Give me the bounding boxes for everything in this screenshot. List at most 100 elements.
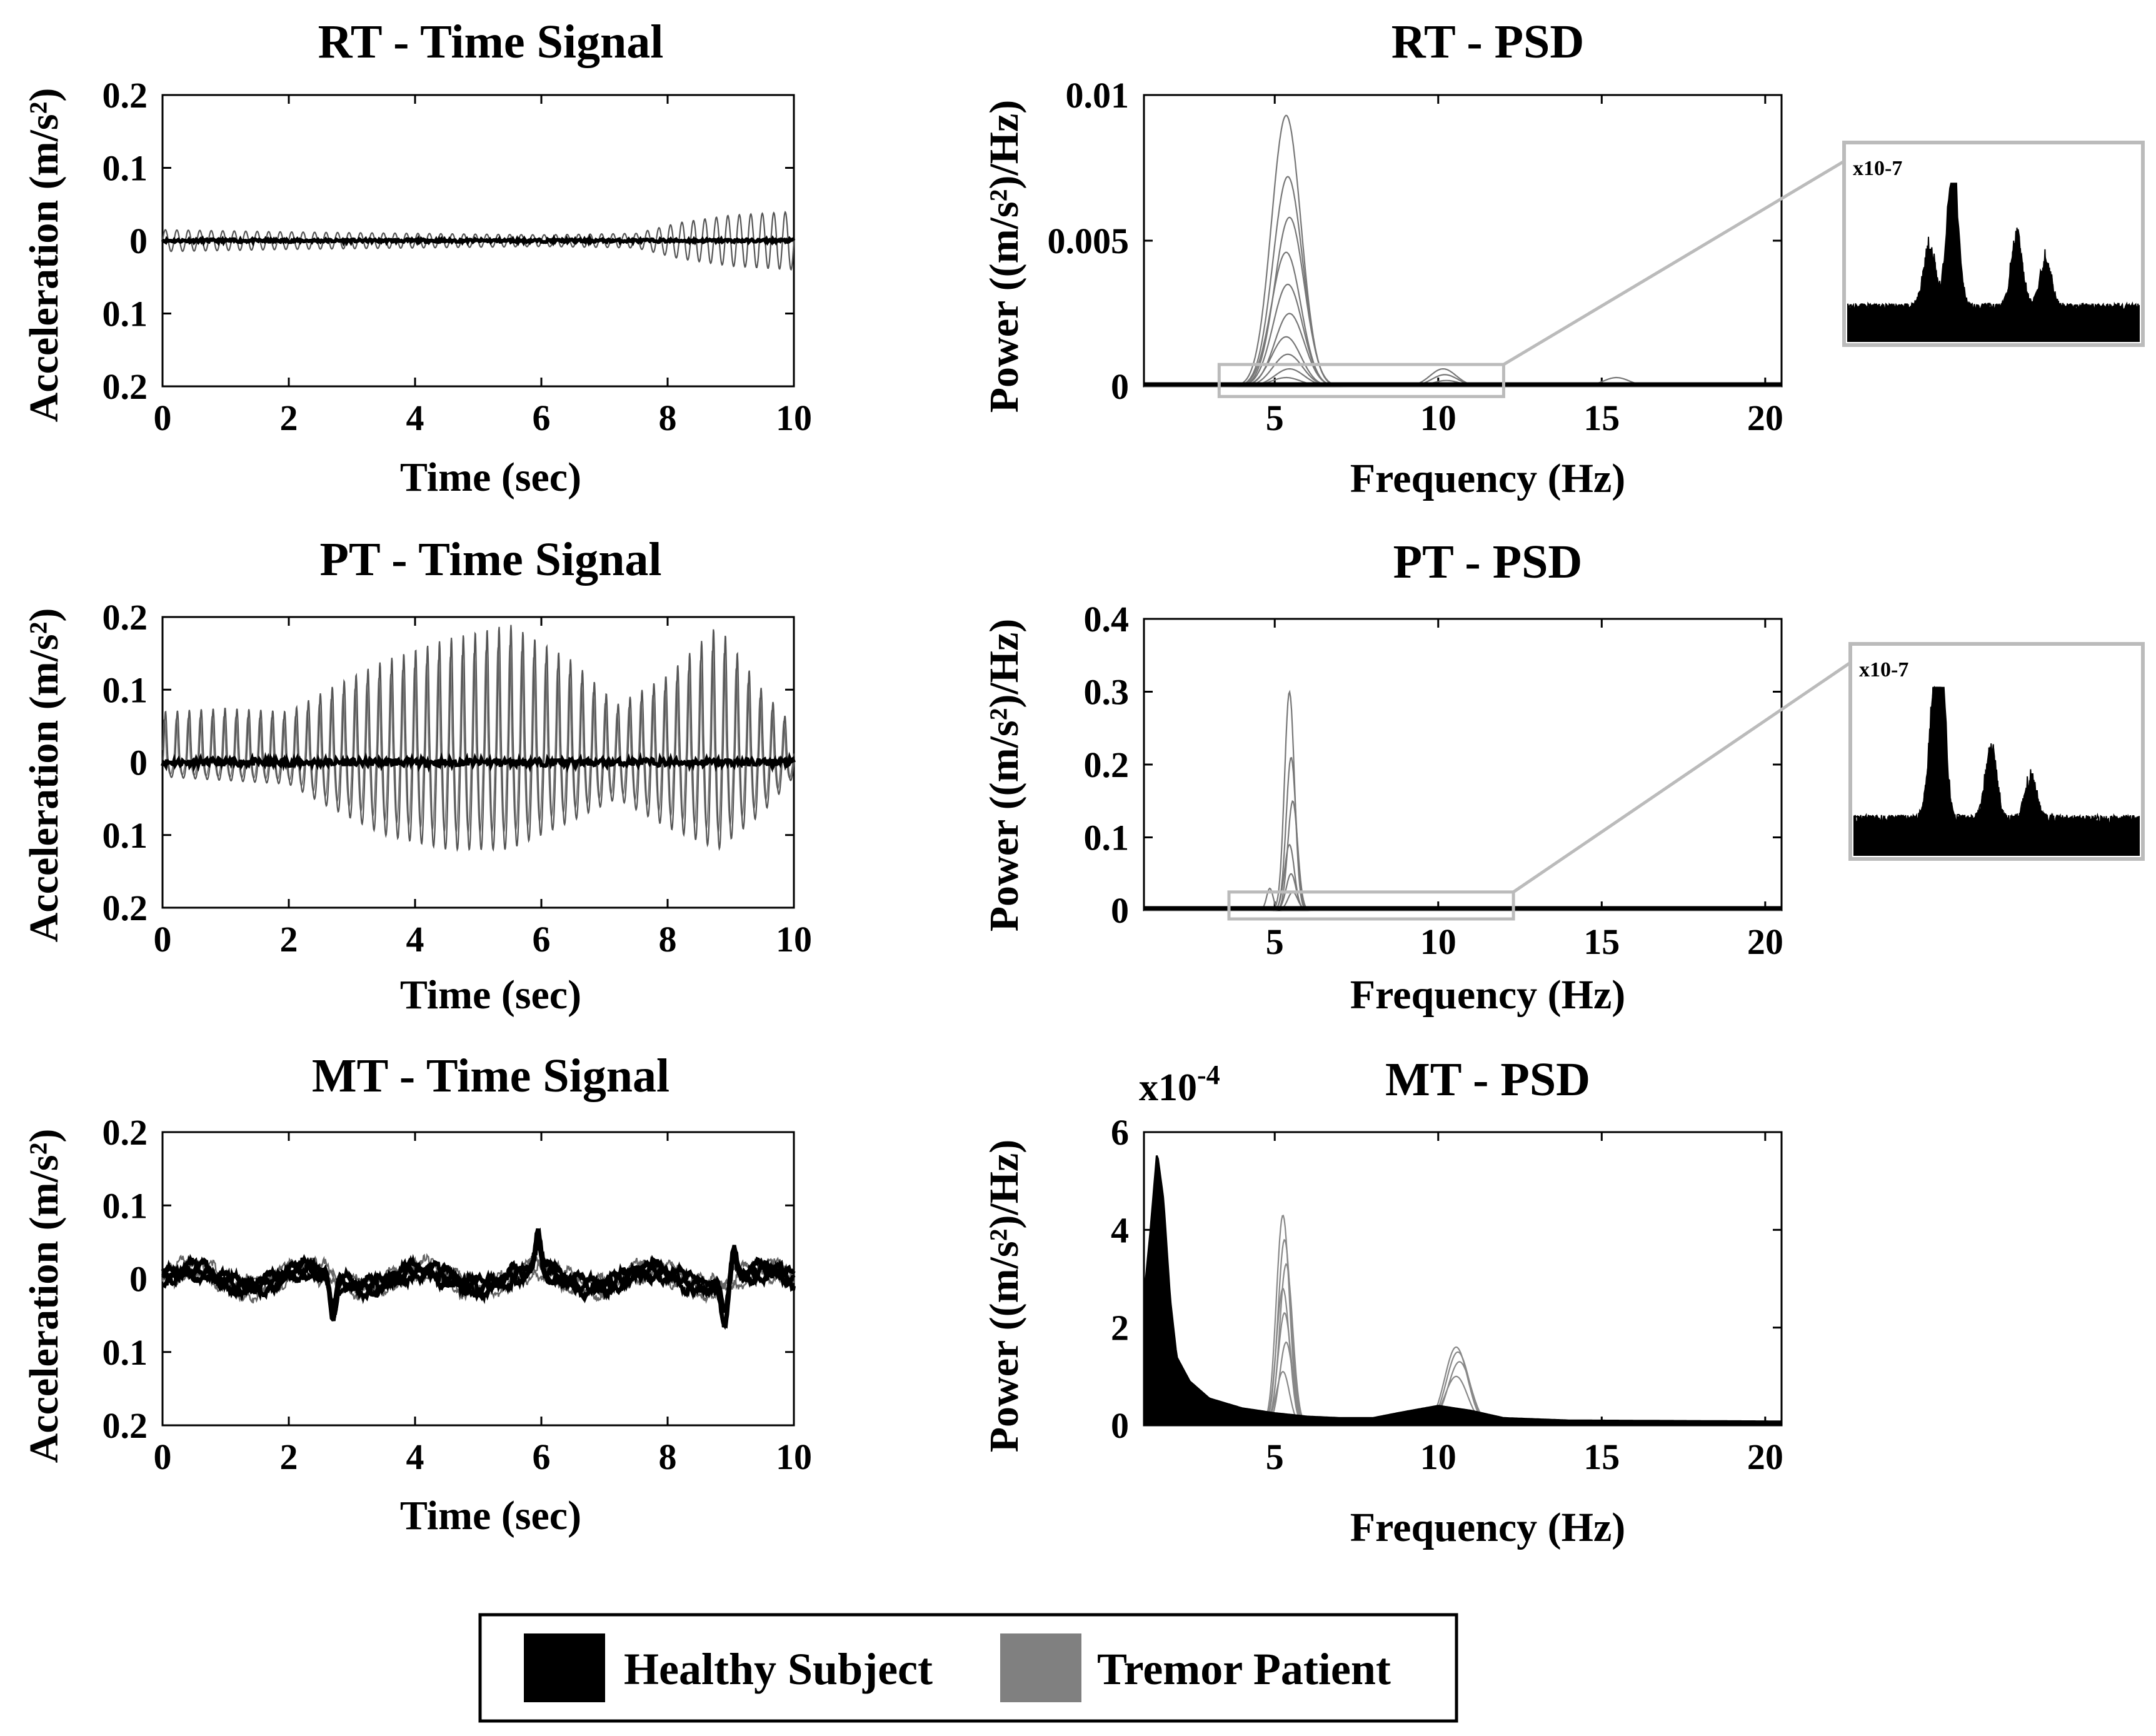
plot-area: 0 2 4 6 8 10 0.2 0.1 0 0.1 0.2 [103, 75, 813, 438]
x-tick-label: 4 [406, 919, 424, 960]
x-tick-label: 10 [776, 919, 812, 960]
y-tick-label: 0 [1111, 1405, 1129, 1446]
inset-trace [1853, 686, 2140, 856]
y-tick-label: 0.3 [1084, 672, 1130, 713]
y-tick-label: 0 [129, 221, 148, 261]
y-tick-label: 0 [129, 1259, 148, 1300]
x-tick-label: 10 [776, 1437, 812, 1477]
y-tick-label: 0.1 [103, 1332, 148, 1373]
zoom-box [1227, 890, 1515, 921]
y-tick-label: 0 [1111, 890, 1129, 931]
zoom-inset: x10-7 [1842, 141, 2145, 347]
zoom-box [1217, 363, 1505, 398]
y-tick-label: 0 [129, 743, 148, 783]
x-tick-label: 15 [1583, 1437, 1620, 1477]
x-tick-label: 15 [1583, 398, 1620, 438]
panel-title: PT - PSD [1393, 536, 1583, 588]
series-group [161, 211, 796, 271]
zoom-inset: x10-7 [1848, 642, 2145, 861]
y-axis-label: Acceleration (m/s²) [21, 608, 67, 943]
series-line-healthy-subject [1143, 1155, 1783, 1427]
legend: Healthy Subject Tremor Patient [478, 1613, 1458, 1723]
y-axis-label: Power ((m/s²)/Hz) [981, 100, 1027, 413]
y-axis-label: Power ((m/s²)/Hz) [981, 619, 1027, 932]
x-tick-label: 4 [406, 398, 424, 438]
legend-swatch-tremor [1000, 1633, 1081, 1702]
inset-trace [1847, 191, 2140, 342]
y-tick-label: 2 [1111, 1308, 1129, 1348]
x-tick-label: 20 [1747, 398, 1783, 438]
panel-title: MT - PSD [1385, 1053, 1590, 1106]
y-tick-label: 0.1 [103, 148, 148, 189]
inset-multiplier: x10-7 [1853, 157, 1902, 180]
panel-pt-psd: PT - PSD 5 10 15 20 0.4 0.3 0.2 0.1 0 Frequency … [981, 536, 2145, 1018]
y-tick-label: 0 [1111, 366, 1129, 407]
legend-label-healthy: Healthy Subject [624, 1644, 933, 1694]
x-tick-label: 8 [659, 919, 677, 960]
x-tick-label: 2 [280, 919, 298, 960]
x-axis-label: Frequency (Hz) [1350, 456, 1626, 501]
x-tick-label: 6 [533, 919, 551, 960]
y-tick-label: 0.4 [1084, 599, 1130, 640]
y-tick-label: 0.1 [103, 1185, 148, 1226]
y-tick-label: 0.2 [103, 888, 148, 928]
plot-area: 0 2 4 6 8 10 0.2 0.1 0 0.1 0.2 [103, 597, 813, 960]
plot-area: 5 10 15 20 0.01 0.005 0 [1048, 75, 1845, 438]
y-tick-label: 0.2 [103, 1405, 148, 1446]
x-tick-label: 5 [1266, 921, 1284, 962]
series-group [1144, 114, 1782, 388]
x-tick-label: 20 [1747, 921, 1783, 962]
y-tick-label: 0.1 [103, 670, 148, 710]
x-axis-label: Time (sec) [400, 1493, 581, 1538]
x-tick-label: 10 [776, 398, 812, 438]
y-axis-label: Acceleration (m/s²) [21, 88, 67, 423]
series-line-tremor-patient [162, 645, 795, 835]
y-tick-label: 0.005 [1048, 221, 1130, 261]
x-axis-label: Frequency (Hz) [1350, 1505, 1626, 1550]
x-tick-label: 10 [1420, 1437, 1457, 1477]
y-tick-label: 0.1 [103, 294, 148, 334]
plot-area: 5 10 15 20 0.4 0.3 0.2 0.1 0 [1084, 599, 1852, 962]
x-tick-label: 0 [154, 919, 172, 960]
inset-multiplier: x10-7 [1859, 658, 1908, 681]
x-tick-label: 10 [1420, 921, 1457, 962]
zoom-connector [1503, 159, 1845, 366]
y-tick-label: 0.2 [1084, 745, 1130, 785]
x-axis-label: Frequency (Hz) [1350, 972, 1626, 1018]
zoom-connector [1512, 661, 1852, 893]
y-axis-label: Power ((m/s²)/Hz) [981, 1140, 1027, 1453]
x-tick-label: 6 [533, 398, 551, 438]
series-line-healthy-subject [161, 1233, 796, 1330]
panel-mt-time: MT - Time Signal 0 2 4 6 8 10 0.2 0.1 0 0.1 0.2 Ti… [21, 1050, 812, 1538]
panel-title: RT - PSD [1391, 16, 1584, 68]
series-group [161, 625, 796, 853]
x-tick-label: 0 [154, 398, 172, 438]
y-multiplier: x10-4 [1139, 1060, 1220, 1109]
plot-area: 0 2 4 6 8 10 0.2 0.1 0 0.1 0.2 [103, 1112, 813, 1477]
y-tick-label: 0.1 [103, 815, 148, 856]
x-tick-label: 8 [659, 1437, 677, 1477]
legend-box [478, 1613, 1458, 1723]
y-axis-label: Acceleration (m/s²) [21, 1129, 67, 1463]
panel-title: PT - Time Signal [320, 533, 662, 586]
x-tick-label: 5 [1266, 1437, 1284, 1477]
series-line-healthy-subject [162, 1227, 796, 1313]
panel-title: RT - Time Signal [318, 16, 664, 68]
panel-rt-time: RT - Time Signal 0 2 4 6 8 10 0.2 0.1 0 0.1 0.2 Ti… [21, 16, 812, 500]
legend-swatch-healthy [524, 1633, 605, 1702]
x-tick-label: 0 [154, 1437, 172, 1477]
x-tick-label: 10 [1420, 398, 1457, 438]
x-tick-label: 6 [533, 1437, 551, 1477]
series-group [1143, 1155, 1783, 1427]
x-tick-label: 8 [659, 398, 677, 438]
x-tick-label: 20 [1747, 1437, 1783, 1477]
legend-label-tremor: Tremor Patient [1097, 1644, 1391, 1694]
axes-frame [1143, 618, 1783, 911]
x-axis-label: Time (sec) [400, 454, 581, 500]
series-group [161, 1227, 796, 1330]
panel-rt-psd: RT - PSD 5 10 15 20 0.01 0.005 0 Frequency (Hz… [981, 16, 2145, 501]
y-tick-label: 0.1 [1084, 818, 1130, 858]
y-tick-label: 6 [1111, 1112, 1129, 1153]
